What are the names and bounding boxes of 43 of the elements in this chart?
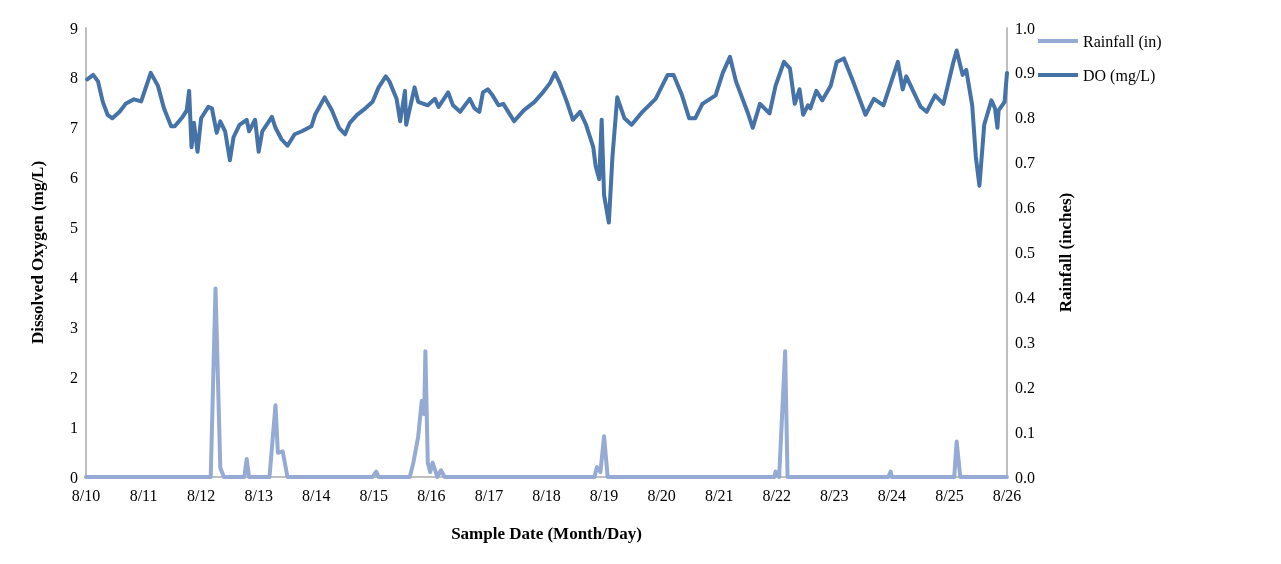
x-tick-label: 8/24 [877, 486, 907, 504]
y2-tick-label: 0.1 [1015, 423, 1035, 441]
y-tick-label: 8 [70, 69, 78, 87]
y-axis-title: Dissolved Oxygen (mg/L) [28, 160, 47, 345]
y2-tick-label: 0.6 [1015, 199, 1035, 217]
x-tick-label: 8/18 [532, 486, 561, 504]
x-tick-label: 8/20 [647, 486, 676, 504]
x-axis-title: Sample Date (Month/Day) [451, 524, 642, 543]
y-tick-label: 7 [70, 119, 78, 137]
x-tick-label: 8/16 [417, 486, 446, 504]
x-tick-label: 8/23 [820, 486, 849, 504]
x-tick-label: 8/19 [589, 486, 619, 504]
legend-label: DO (mg/L) [1083, 66, 1156, 85]
x-tick-label: 8/22 [762, 486, 791, 504]
y2-tick-label: 0.4 [1015, 288, 1035, 306]
y-tick-label: 9 [70, 19, 78, 37]
y2-tick-label: 0.3 [1015, 333, 1035, 351]
x-tick-label: 8/26 [992, 486, 1022, 504]
y2-tick-label: 0.9 [1015, 64, 1035, 82]
x-tick-label: 8/17 [474, 486, 504, 504]
y2-tick-label: 0.8 [1015, 109, 1035, 127]
y2-tick-label: 0.5 [1015, 244, 1035, 261]
x-tick-label: 8/13 [244, 486, 273, 504]
x-tick-label: 8/14 [302, 486, 331, 504]
y-tick-label: 2 [70, 368, 78, 386]
x-tick-label: 8/11 [129, 486, 158, 504]
y-tick-label: 5 [70, 219, 78, 237]
y2-tick-label: 0.7 [1015, 154, 1035, 172]
y-tick-label: 3 [70, 318, 78, 336]
y-tick-label: 1 [70, 418, 78, 436]
x-tick-label: 8/25 [935, 486, 964, 504]
y2-tick-label: 0.0 [1015, 468, 1035, 486]
y-tick-label: 4 [70, 268, 78, 286]
x-tick-label: 8/15 [359, 486, 389, 504]
legend-label: Rainfall (in) [1083, 32, 1162, 51]
y-tick-label: 0 [70, 468, 78, 486]
y2-tick-label: 0.2 [1015, 378, 1035, 396]
x-tick-label: 8/10 [71, 486, 101, 504]
y2-axis-title: Rainfall (inches) [1056, 192, 1075, 313]
y2-tick-label: 1.0 [1015, 19, 1035, 37]
x-tick-label: 8/12 [186, 486, 216, 504]
y-tick-label: 6 [70, 169, 78, 187]
x-tick-label: 8/21 [704, 486, 734, 504]
